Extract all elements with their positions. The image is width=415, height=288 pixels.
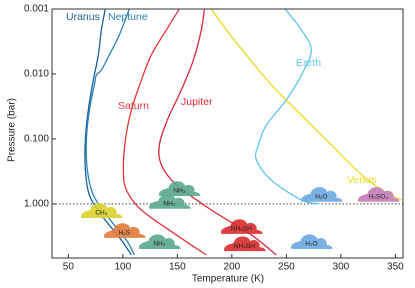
cloud <box>139 234 181 250</box>
cloud-label: H₂O <box>305 241 317 248</box>
x-tick-label: 250 <box>278 262 295 273</box>
series-label: Venus <box>347 174 376 186</box>
cloud-label: NH₄SH <box>231 226 252 233</box>
cloud <box>301 187 343 202</box>
y-tick-label: 0.010 <box>24 69 49 80</box>
x-tick-label: 350 <box>387 262 404 273</box>
x-axis-label: Temperature (K) <box>192 274 264 285</box>
cloud <box>104 223 146 238</box>
y-tick-label: 0.100 <box>24 134 49 145</box>
cloud <box>158 181 201 196</box>
cloud-label: H₂O <box>315 194 327 201</box>
x-tick-label: 300 <box>333 262 350 273</box>
series-label: Jupiter <box>181 96 213 108</box>
cloud-label: NH₄SH <box>234 243 255 250</box>
series-line <box>210 8 402 201</box>
plot-frame <box>51 8 404 259</box>
x-tick-label: 150 <box>169 262 186 273</box>
x-tick-label: 50 <box>63 262 75 273</box>
y-tick-label: 0.001 <box>24 4 49 15</box>
x-tick-label: 100 <box>115 262 132 273</box>
series-label: Saturn <box>118 100 149 112</box>
cloud <box>149 194 191 209</box>
cloud-label: H₂SO₄ <box>369 194 389 201</box>
cloud <box>220 219 263 234</box>
series-line <box>254 8 320 205</box>
series-line <box>84 8 132 256</box>
cloud-label: NH₃ <box>153 241 165 248</box>
cloud <box>81 203 123 218</box>
cloud-label: NH₃ <box>173 188 185 195</box>
series-line <box>158 8 277 256</box>
series-label: Neptune <box>108 11 148 23</box>
y-axis-label: Pressure (bar) <box>7 98 18 162</box>
series-label: Earth <box>296 57 321 69</box>
series-label: Uranus <box>66 11 100 23</box>
x-tick-label: 200 <box>224 262 241 273</box>
cloud <box>224 236 266 252</box>
y-tick-label: 1.000 <box>24 199 49 210</box>
cloud-label: NH₃ <box>163 200 175 207</box>
cloud-label: H₂S <box>119 230 131 237</box>
cloud <box>291 234 333 250</box>
series-line <box>122 8 207 256</box>
cloud <box>358 187 400 202</box>
cloud-label: CH₄ <box>95 210 107 217</box>
